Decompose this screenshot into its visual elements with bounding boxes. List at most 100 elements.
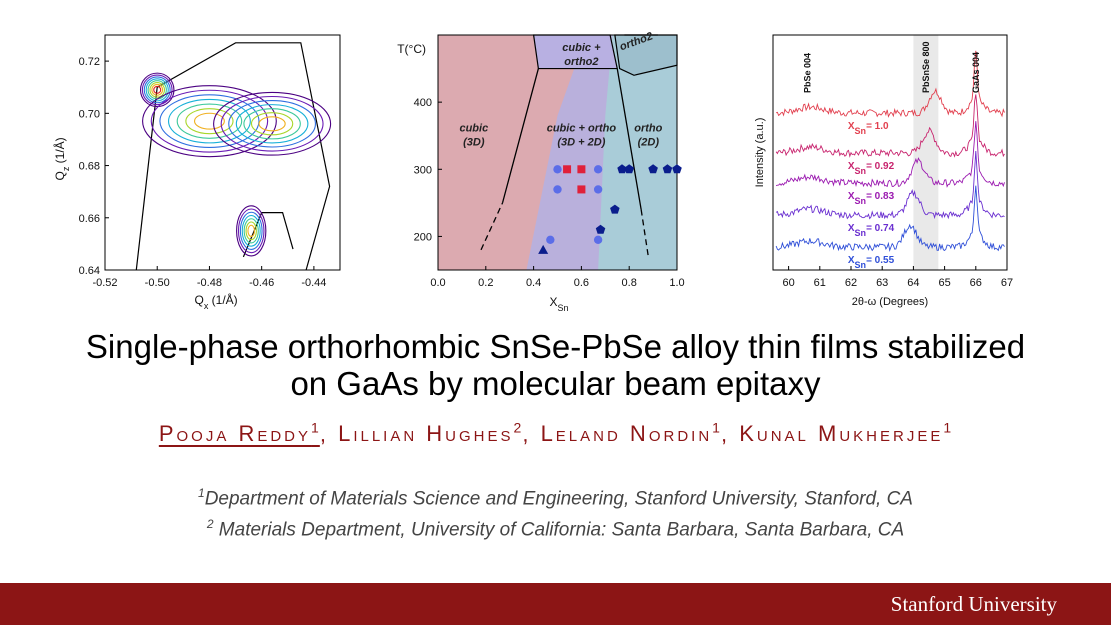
contour-ring [149, 82, 166, 98]
contour-ring [220, 95, 324, 152]
region-label-line2: (2D) [638, 137, 660, 149]
xrd-x-tick-label: 65 [938, 277, 950, 289]
affiliation-2: 2 Materials Department, University of Ca… [206, 517, 905, 541]
xrd-peak-label: PbSe 004 [802, 53, 812, 93]
author-list: Pooja Reddy1, Lillian Hughes2, Leland No… [158, 420, 953, 447]
xrd-x-tick-label: 63 [876, 277, 888, 289]
xrd-series-line [775, 94, 1005, 158]
author-4: Kunal Mukherjee1 [739, 420, 953, 447]
data-point-circle [553, 185, 562, 194]
xrd-peak-label: GaAs 004 [971, 52, 981, 93]
phase-x-tick-label: 0.2 [478, 277, 493, 289]
xrd-chart: XSn= 1.0 XSn= 0.92 XSn= 0.83 XSn= 0.74 XSn= … [754, 34, 1013, 308]
contour-ring [237, 208, 265, 254]
phase-x-tick-label: 0.6 [574, 277, 589, 289]
rsm-small-triangle [242, 212, 294, 258]
contour-ring [245, 221, 257, 241]
rsm-x-tick-label: -0.50 [145, 277, 170, 289]
data-point-pentagon [595, 224, 606, 234]
contour-ring [228, 100, 317, 148]
contour-ring [143, 76, 171, 104]
rsm-y-axis-label: Qz (1/Å) [52, 137, 71, 180]
rsm-y-tick-label: 0.64 [79, 265, 100, 277]
data-point-pentagon [672, 164, 682, 174]
data-point-circle [553, 165, 562, 174]
region-label-line1: cubic [459, 123, 488, 135]
xrd-x-tick-label: 62 [845, 277, 857, 289]
phase-x-tick-label: 1.0 [669, 277, 684, 289]
data-point-pentagon [624, 164, 634, 174]
data-point-pentagon [662, 164, 673, 174]
data-point-pentagon [610, 204, 620, 214]
rsm-y-tick-label: 0.70 [79, 108, 100, 120]
phase-y-axis-label: T(°C) [397, 42, 426, 56]
ortho-boundary [616, 68, 642, 210]
contour-ring [247, 224, 256, 237]
xrd-x-tick-label: 67 [1001, 277, 1013, 289]
data-point-circle [546, 235, 555, 244]
region-label-line1: cubic + ortho [547, 123, 617, 135]
contour-ring [151, 83, 164, 96]
contour-ring [239, 211, 263, 250]
contour-ring [258, 116, 286, 132]
xrd-series-label: XSn= 0.83 [848, 191, 895, 206]
rsm-x-tick-label: -0.48 [197, 277, 222, 289]
phase-x-axis-label: XSn [550, 295, 569, 313]
title-line-1: Single-phase orthorhombic SnSe-PbSe allo… [85, 328, 1026, 365]
rsm-triangle-outline [135, 42, 331, 271]
affiliation-1: 1Department of Materials Science and Eng… [198, 486, 913, 510]
data-point-triangle [538, 244, 549, 254]
rsm-x-tick-label: -0.52 [92, 277, 117, 289]
contour-ring [142, 85, 277, 158]
rsm-y-tick-label: 0.66 [79, 213, 100, 225]
stanford-logo: Stanford University [890, 592, 1057, 616]
xrd-series-line [775, 185, 1005, 252]
region-label: cubic (3D) [459, 123, 488, 149]
xrd-y-axis-label: Intensity (a.u.) [754, 118, 766, 188]
phase-diagram-chart: cubic (3D) cubic + ortho (3D + 2D) ortho (2D)… [397, 30, 684, 313]
rsm-chart: -0.52 -0.50 -0.48 -0.46 -0.44 0.64 0.66 0.68 0.7… [52, 34, 341, 311]
footer-bar: Stanford University [0, 583, 1111, 625]
contour-ring [213, 91, 332, 156]
phase-y-tick-label: 400 [414, 97, 432, 109]
rsm-plot-frame [104, 34, 341, 271]
author-1[interactable]: Pooja Reddy1 [158, 420, 320, 447]
phase-x-tick-label: 0.4 [526, 277, 541, 289]
data-point-pentagon [617, 164, 627, 174]
phase-x-tick-label: 0.8 [622, 277, 637, 289]
xrd-x-tick-label: 64 [907, 277, 919, 289]
data-point-square [563, 165, 572, 174]
phase-y-tick-label: 200 [414, 231, 432, 243]
contour-ring [168, 98, 251, 144]
region-label-line2: (3D + 2D) [557, 137, 605, 149]
rsm-y-tick-label: 0.72 [79, 56, 100, 68]
xrd-series-line [775, 50, 1005, 118]
contour-ring [235, 104, 309, 144]
xrd-series-label: XSn= 0.55 [848, 255, 895, 270]
xrd-x-axis-label: 2θ-ω (Degrees) [852, 296, 928, 308]
region-label-line1: ortho [634, 123, 662, 135]
region-label-line2: ortho2 [564, 56, 598, 68]
paper-title: Single-phase orthorhombic SnSe-PbSe allo… [0, 328, 1111, 402]
xrd-x-tick-label: 66 [970, 277, 982, 289]
contour-ring [145, 78, 169, 102]
cubic-boundary-dashed [480, 202, 504, 251]
data-point-pentagon [648, 164, 658, 174]
author-2: Lillian Hughes2 [338, 420, 523, 447]
region-label: cubic + ortho (3D + 2D) [547, 123, 617, 149]
xrd-x-tick-label: 61 [814, 277, 826, 289]
contour-ring [250, 112, 294, 136]
contour-ring [236, 205, 267, 257]
contour-ring [241, 214, 261, 247]
region-label: ortho (2D) [634, 123, 662, 149]
rsm-x-axis-label: Qx (1/Å) [195, 292, 238, 311]
shaded-band [913, 35, 939, 270]
ortho-boundary-dashed [640, 209, 649, 257]
contour-ring [243, 108, 301, 140]
xrd-series-line [775, 150, 1005, 220]
author-3: Leland Nordin1 [540, 420, 721, 447]
cubic-boundary [501, 68, 540, 204]
xrd-x-tick-label: 60 [782, 277, 794, 289]
xrd-peak-label: PbSnSe 800 [921, 41, 931, 93]
contour-ring [185, 108, 234, 135]
